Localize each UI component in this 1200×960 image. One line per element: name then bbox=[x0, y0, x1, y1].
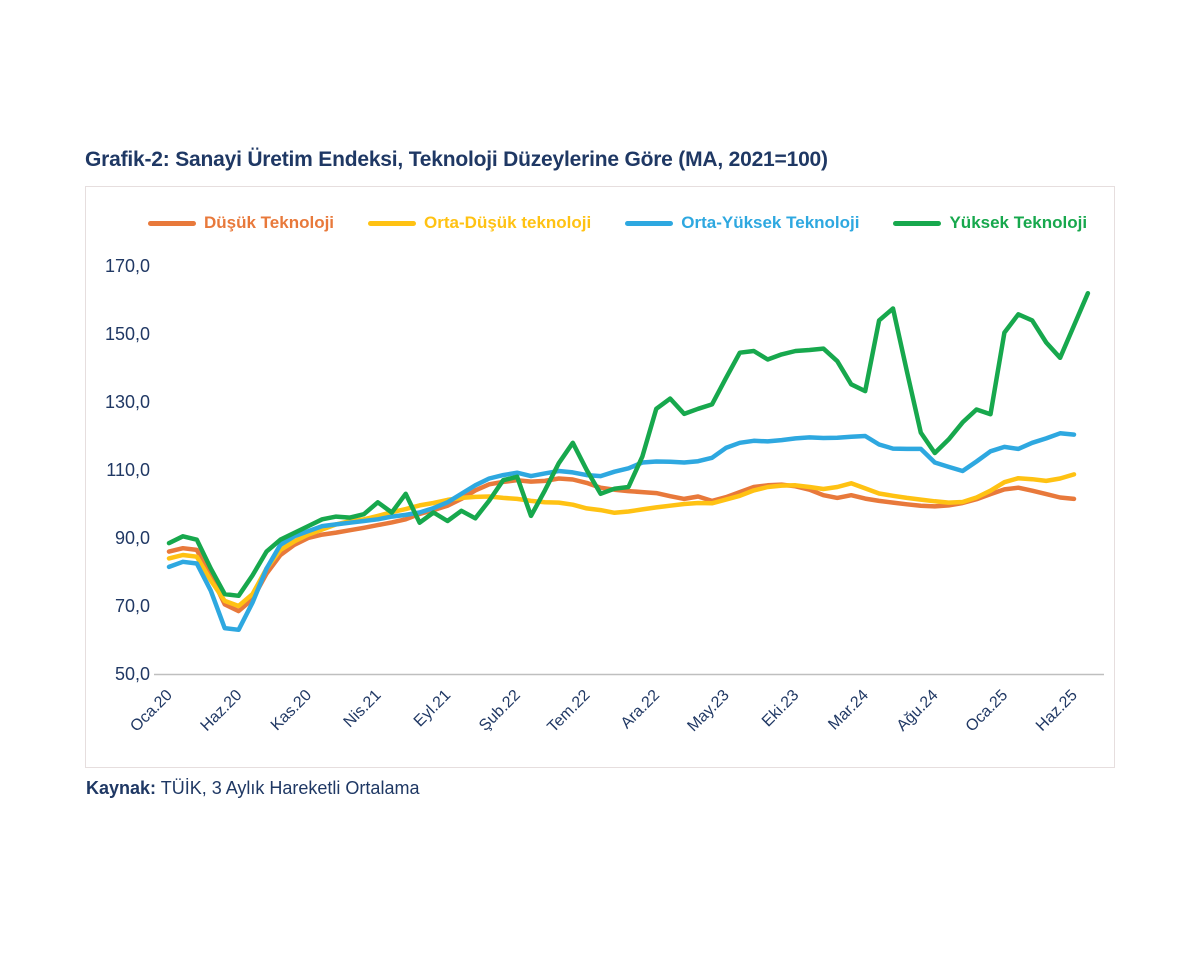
x-axis-tick-label: Mar.24 bbox=[825, 687, 872, 734]
x-axis-tick-label: Nis.21 bbox=[341, 687, 385, 731]
y-axis-tick-label: 130,0 bbox=[105, 392, 150, 412]
y-axis-tick-label: 70,0 bbox=[115, 596, 150, 616]
legend-swatch bbox=[368, 220, 417, 226]
series-line-orta-düşük-teknoloji bbox=[166, 472, 1077, 609]
chart-container: 170,0 150,0 130,0 110,0 90,0 70,0 50,0 Oca.20 Ha… bbox=[85, 186, 1115, 768]
legend-swatch bbox=[148, 220, 196, 226]
x-axis-tick-label: Ara.22 bbox=[618, 687, 663, 732]
x-axis-tick-label: Haz.25 bbox=[1033, 687, 1081, 735]
x-axis-tick-label: Tem.22 bbox=[544, 687, 593, 736]
legend-label: Yüksek Teknoloji bbox=[949, 213, 1088, 232]
y-axis-tick-label: 110,0 bbox=[106, 460, 150, 480]
series-line-düşük-teknoloji bbox=[166, 476, 1077, 614]
y-axis-tick-label: 170,0 bbox=[105, 256, 150, 276]
x-axis-tick-label: May.23 bbox=[684, 687, 732, 735]
page-title: Grafik-2: Sanayi Üretim Endeksi, Teknolo… bbox=[85, 148, 828, 171]
x-axis-tick-label: Ağu.24 bbox=[894, 687, 942, 735]
chart-legend: Düşük Teknoloji Orta-Düşük teknoloji Orta-… bbox=[148, 213, 1087, 233]
x-axis-tick-label: Şub.22 bbox=[476, 687, 524, 735]
legend-label: Orta-Düşük teknoloji bbox=[424, 213, 592, 232]
series-line-orta-yüksek-teknoloji bbox=[166, 431, 1077, 633]
plot-area: 170,0 150,0 130,0 110,0 90,0 70,0 50,0 Oca.20 Ha… bbox=[105, 256, 1104, 736]
x-axis-tick-label: Eki.23 bbox=[759, 687, 803, 731]
legend-item: Orta-Yüksek Teknoloji bbox=[625, 213, 859, 233]
x-axis-tick-label: Oca.20 bbox=[127, 687, 176, 736]
x-axis-tick-label: Kas.20 bbox=[268, 687, 315, 734]
source-text: TÜİK, 3 Aylık Hareketli Ortalama bbox=[156, 778, 420, 798]
legend-item: Düşük Teknoloji bbox=[148, 213, 334, 233]
legend-item: Yüksek Teknoloji bbox=[893, 213, 1087, 233]
x-axis-tick-label: Oca.25 bbox=[963, 687, 1012, 736]
legend-label: Orta-Yüksek Teknoloji bbox=[681, 213, 860, 232]
series-line-yüksek-teknoloji bbox=[166, 290, 1091, 599]
source-note: Kaynak: TÜİK, 3 Aylık Hareketli Ortalama bbox=[86, 778, 419, 799]
source-label: Kaynak: bbox=[86, 778, 157, 798]
legend-item: Orta-Düşük teknoloji bbox=[368, 213, 591, 233]
x-axis-tick-label: Eyl.21 bbox=[411, 687, 455, 731]
legend-swatch bbox=[893, 220, 942, 226]
legend-swatch bbox=[625, 220, 674, 226]
x-axis-tick-label: Haz.20 bbox=[198, 687, 246, 735]
legend-label: Düşük Teknoloji bbox=[204, 213, 335, 232]
y-axis-tick-label: 150,0 bbox=[105, 324, 150, 344]
y-axis-tick-label: 50,0 bbox=[115, 664, 150, 684]
y-axis-tick-label: 90,0 bbox=[115, 528, 150, 548]
